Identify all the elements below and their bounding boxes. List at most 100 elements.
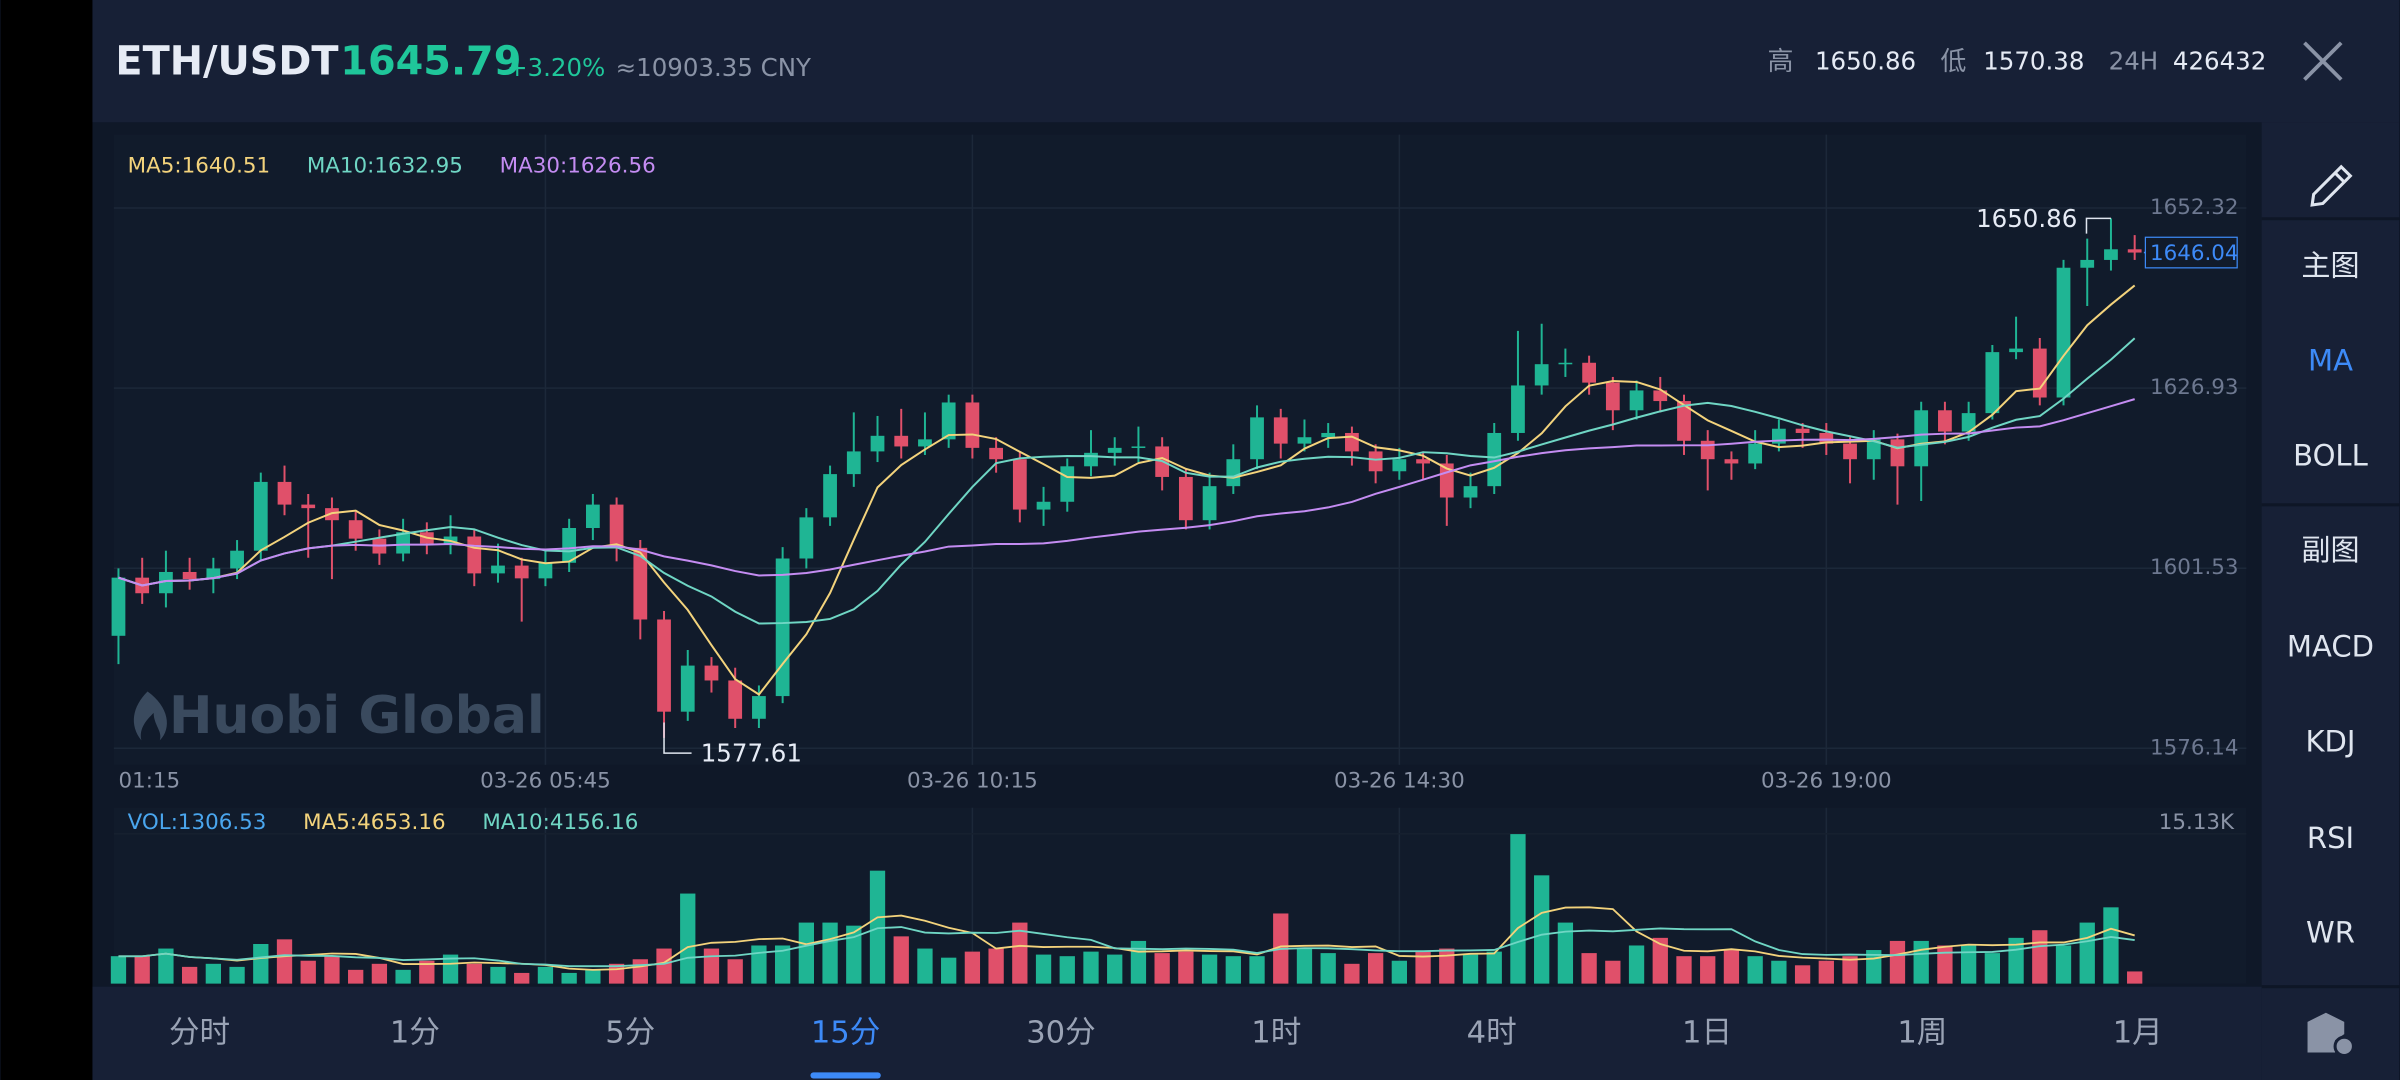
volume-bar — [1107, 954, 1123, 984]
volume-bar — [1344, 963, 1360, 984]
timeframe-tab[interactable]: 15分 — [811, 1016, 881, 1051]
volume-bar — [893, 936, 909, 984]
volume-bar — [1439, 948, 1455, 984]
draw-tool-icon[interactable] — [2310, 164, 2353, 207]
volume-bar — [466, 963, 482, 984]
candle-body — [1392, 459, 1407, 472]
volume-bar — [585, 969, 601, 984]
volume-bar — [2079, 922, 2095, 984]
volume-bar — [1296, 948, 1313, 984]
candle-body — [941, 402, 956, 440]
x-tick-label: 03-26 10:15 — [907, 769, 1038, 794]
timeframe-tab[interactable]: 4时 — [1467, 1016, 1517, 1051]
sidebar-item[interactable]: BOLL — [2293, 438, 2368, 472]
candle-body — [1012, 459, 1027, 510]
change: +3.20% — [507, 53, 605, 82]
volume-bar — [2055, 945, 2072, 984]
candle-body — [728, 680, 743, 719]
candle-body — [775, 558, 790, 697]
volume-bar — [1178, 951, 1194, 984]
volume-bar — [846, 925, 862, 984]
sidebar-item[interactable]: MACD — [2287, 630, 2374, 664]
volume-bar — [1842, 956, 1858, 984]
candle-body — [2009, 348, 2023, 353]
timeframe-tab[interactable]: 1时 — [1251, 1016, 1301, 1051]
candle-body — [2104, 249, 2118, 260]
candle-body — [1226, 459, 1241, 487]
legend-entry: MA5:4653.16 — [303, 810, 445, 835]
x-tick-label: 03-26 14:30 — [1334, 769, 1465, 794]
left-edge — [0, 0, 93, 1080]
volume-bar — [680, 893, 696, 984]
volume-bar — [941, 957, 957, 984]
candle-body — [752, 696, 766, 719]
x-tick-label: 01:15 — [118, 769, 180, 794]
candle-body — [609, 504, 624, 548]
volume-bar — [1960, 945, 1977, 984]
timeframe-tab[interactable]: 分时 — [169, 1016, 230, 1051]
sidebar-item[interactable]: RSI — [2307, 821, 2354, 855]
candle-body — [704, 665, 719, 681]
sidebar-item[interactable]: 主图 — [2301, 249, 2359, 283]
x-tick-label: 03-26 19:00 — [1761, 769, 1892, 794]
candle-body — [1677, 401, 1691, 441]
max-label: 1650.86 — [1976, 204, 2077, 233]
volume-bar — [158, 948, 174, 984]
candle-body — [491, 565, 505, 574]
sidebar-item[interactable]: 副图 — [2301, 533, 2359, 567]
candle-body — [182, 571, 197, 580]
candle-body — [1748, 443, 1763, 464]
candle-body — [1321, 432, 1336, 438]
volume-bar — [253, 943, 269, 984]
timeframe-tab[interactable]: 1周 — [1897, 1016, 1947, 1051]
volume-bar — [2032, 930, 2048, 984]
volume-bar — [300, 960, 316, 984]
candle-body — [111, 577, 126, 636]
candle-body — [1511, 385, 1525, 433]
tab-underline — [810, 1072, 881, 1079]
candle-body — [1866, 439, 1881, 460]
candle-body — [562, 528, 577, 563]
timeframe-tab[interactable]: 5分 — [605, 1016, 655, 1051]
timeframe-tab[interactable]: 1分 — [390, 1016, 440, 1051]
candle-body — [989, 447, 1003, 460]
volume-bar — [1700, 956, 1716, 984]
timeframe-tab[interactable]: 1月 — [2113, 1016, 2163, 1051]
volume-bar — [371, 963, 388, 984]
candle-body — [1178, 476, 1193, 521]
volume-bar — [1249, 956, 1265, 984]
volume-bar — [964, 951, 981, 984]
volume-bar — [1486, 951, 1502, 984]
candle-body — [538, 562, 553, 579]
volume-bar — [1083, 951, 1099, 984]
sidebar-item[interactable]: KDJ — [2305, 724, 2355, 758]
volume-bar — [1581, 953, 1597, 984]
close-button[interactable] — [2303, 41, 2343, 81]
timeframe-tab[interactable]: 1日 — [1682, 1016, 1732, 1051]
volume-bar — [419, 960, 435, 984]
candle-body — [1653, 390, 1668, 402]
candle-body — [206, 568, 221, 580]
candle-body — [1534, 364, 1549, 386]
volume-bar — [537, 966, 554, 984]
legend-entry: MA10:4156.16 — [482, 810, 638, 835]
candle-body — [1700, 440, 1715, 460]
candle-body — [514, 565, 529, 579]
volume-bar — [1652, 937, 1668, 984]
volume-bar — [1771, 960, 1787, 984]
volume-ma-line — [118, 926, 2135, 968]
volume-bar — [1035, 954, 1052, 984]
timeframe-tab[interactable]: 30分 — [1026, 1016, 1096, 1051]
min-label: 1577.61 — [701, 739, 802, 768]
volume-bar — [774, 945, 791, 984]
volume-bar — [514, 972, 530, 984]
last-price-box — [2144, 236, 2238, 269]
sidebar-item[interactable]: WR — [2306, 916, 2355, 950]
volume-bar — [324, 956, 340, 984]
vol-label: 24H — [2109, 47, 2159, 76]
settings-icon[interactable] — [2307, 1012, 2355, 1058]
legend-entry: MA5:1640.51 — [128, 154, 270, 179]
header-bar — [92, 0, 2400, 123]
volume-ma-line — [118, 906, 2135, 971]
sidebar-item[interactable]: MA — [2308, 344, 2353, 378]
